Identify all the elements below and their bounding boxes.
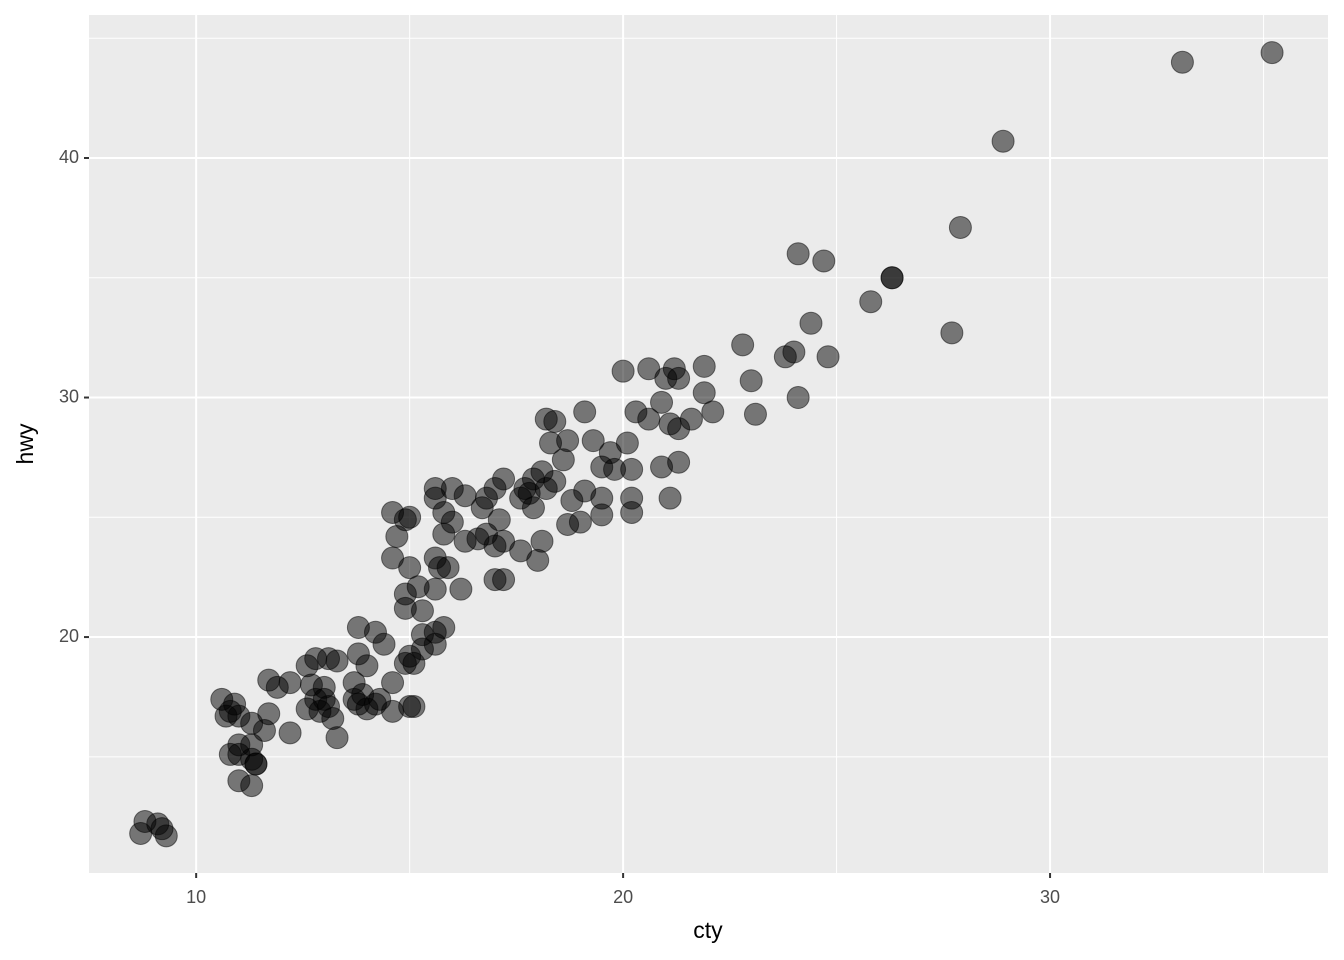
point [543,409,567,433]
point [590,503,614,527]
point [154,824,178,848]
point [436,556,460,580]
point [786,386,810,410]
point [667,450,691,474]
point [782,340,806,364]
point [513,477,537,501]
point [556,512,580,536]
point [381,546,405,570]
point [381,671,405,695]
point [701,400,725,424]
point [372,632,396,656]
point [453,529,477,553]
y-axis-title: hwy [12,423,38,464]
point [859,290,883,314]
point [129,821,153,845]
point [432,522,456,546]
point [940,321,964,345]
point [743,402,767,426]
point [449,577,473,601]
point [325,649,349,673]
points [129,41,1284,848]
panel-background [89,15,1328,873]
point [492,568,516,592]
point [355,697,379,721]
point [799,311,823,335]
point [620,501,644,525]
point [581,429,605,453]
y-tick-label: 40 [59,147,79,167]
point [948,215,972,239]
point [521,496,545,520]
point [530,529,554,553]
point [650,390,674,414]
point [355,654,379,678]
point [278,721,302,745]
point [991,129,1015,153]
point [1170,50,1194,74]
point [551,448,575,472]
point [880,266,904,290]
point [543,469,567,493]
point [611,359,635,383]
axes: 10 20 30 20 30 40 [59,147,1060,907]
y-tick-label: 30 [59,386,79,406]
point [816,345,840,369]
point [658,486,682,510]
point [692,354,716,378]
point [398,505,422,529]
point [692,381,716,405]
point [573,400,597,424]
point [1260,41,1284,65]
point [218,699,242,723]
point [573,479,597,503]
point [786,242,810,266]
point [244,752,268,776]
point [295,697,319,721]
point [410,599,434,623]
point [240,774,264,798]
point [325,726,349,750]
point [590,455,614,479]
x-tick-label: 10 [186,887,206,907]
y-tick-label: 20 [59,626,79,646]
point [739,369,763,393]
point [402,695,426,719]
point [812,249,836,273]
point [679,407,703,431]
point [265,675,289,699]
point [402,651,426,675]
point [731,333,755,357]
point [321,707,345,731]
x-axis-title: cty [693,917,723,943]
x-tick-label: 20 [613,887,633,907]
point [487,508,511,532]
point [295,654,319,678]
x-tick-label: 30 [1040,887,1060,907]
point [667,366,691,390]
point [453,484,477,508]
point [470,496,494,520]
